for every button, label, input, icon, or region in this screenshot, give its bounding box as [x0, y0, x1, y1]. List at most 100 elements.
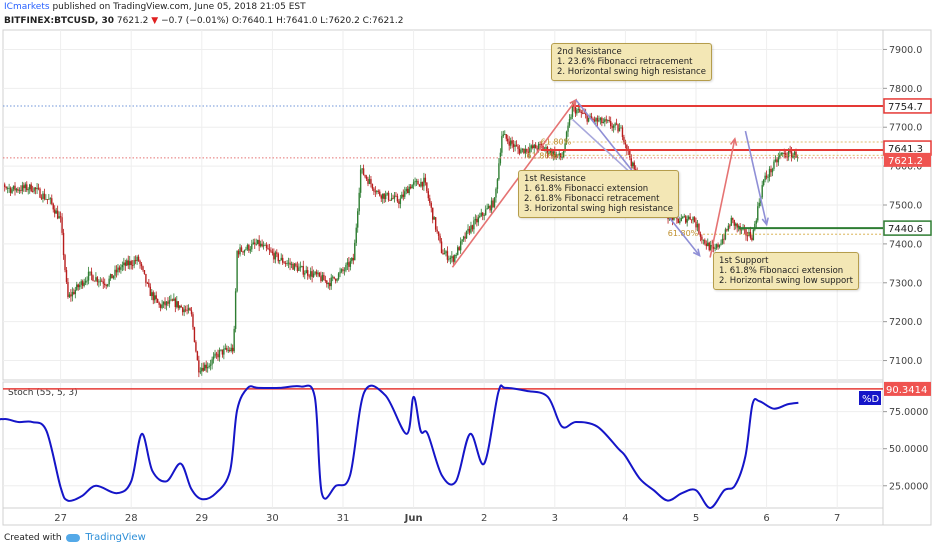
candle-body — [308, 275, 310, 277]
candle-body — [604, 119, 606, 123]
candle-body — [490, 200, 493, 211]
candle-body — [62, 232, 65, 256]
candle-body — [305, 270, 307, 274]
candle-body — [474, 218, 477, 221]
candle-body — [327, 283, 329, 285]
candle-body — [311, 271, 313, 277]
candle-body — [165, 301, 168, 306]
candle-body — [90, 271, 93, 276]
candle-body — [29, 184, 31, 190]
candle-body — [526, 148, 528, 152]
candle-body — [489, 205, 491, 211]
candle-body — [34, 187, 37, 190]
candle-body — [682, 216, 684, 219]
candle-body — [11, 189, 13, 193]
candle-body — [446, 251, 449, 260]
candle-body — [685, 216, 687, 223]
candle-body — [215, 353, 218, 355]
candle-body — [434, 217, 437, 230]
candle-body — [729, 225, 731, 227]
candle-body — [623, 136, 625, 143]
candle-body — [274, 252, 277, 260]
candle-body — [508, 141, 510, 146]
created-with-text: Created with — [4, 533, 62, 543]
candle-body — [17, 188, 19, 191]
author-link[interactable]: ICmarkets — [4, 2, 50, 12]
candle-body — [696, 224, 699, 228]
candle-body — [421, 181, 424, 187]
candle-body — [246, 244, 249, 250]
bounce-arrow — [709, 138, 736, 258]
candle-body — [705, 243, 707, 247]
candle-body — [786, 156, 788, 158]
candle-body — [520, 150, 522, 154]
candle-body — [387, 192, 390, 200]
candle-body — [118, 267, 121, 270]
candle-body — [415, 180, 418, 182]
time-tick-label: 30 — [266, 513, 279, 524]
candle-body — [270, 250, 272, 252]
candle-body — [318, 272, 321, 277]
candle-body — [252, 242, 254, 245]
candle-body — [479, 215, 481, 218]
candle-body — [21, 185, 24, 191]
candle-body — [449, 257, 452, 259]
candle-body — [202, 367, 204, 371]
candle-body — [704, 239, 706, 244]
candle-body — [379, 191, 381, 196]
candle-body — [423, 177, 425, 187]
candle-body — [457, 247, 459, 255]
candle-body — [64, 255, 66, 271]
candle-body — [287, 262, 290, 264]
candle-body — [458, 247, 460, 251]
candle-body — [255, 243, 257, 245]
candle-body — [726, 229, 728, 231]
stoch-tick-label: 50.0000 — [889, 444, 928, 455]
candle-body — [608, 120, 610, 122]
candle-body — [77, 284, 79, 288]
candle-body — [468, 228, 471, 233]
candle-body — [702, 239, 705, 241]
candle-body — [289, 262, 291, 265]
candle-body — [242, 251, 244, 253]
candle-body — [86, 280, 88, 282]
candle-body — [167, 301, 169, 304]
candle-body — [218, 350, 221, 358]
candle-body — [770, 168, 772, 173]
stoch-pane[interactable] — [2, 381, 884, 509]
candle-body — [532, 145, 534, 149]
candle-body — [787, 150, 790, 158]
candle-body — [386, 192, 388, 195]
candle-body — [679, 221, 681, 223]
candle-body — [314, 271, 316, 274]
candle-body — [721, 238, 724, 244]
candle-body — [418, 184, 421, 187]
candle-body — [357, 211, 359, 228]
candle-body — [329, 283, 331, 287]
candle-body — [373, 188, 375, 192]
tradingview-brand[interactable]: TradingView — [85, 532, 146, 543]
candle-body — [280, 257, 282, 261]
last-price: 7621.2 — [116, 16, 149, 26]
candle-body — [374, 191, 377, 193]
candle-body — [609, 121, 612, 127]
candle-body — [340, 269, 343, 272]
candle-body — [429, 198, 431, 204]
candle-body — [368, 179, 371, 184]
candle-body — [145, 273, 147, 283]
candle-body — [509, 140, 512, 146]
candle-body — [61, 217, 63, 233]
support1-tag: 7440.6 — [888, 224, 923, 235]
candle-body — [745, 229, 747, 236]
candle-body — [398, 201, 400, 204]
candle-body — [271, 251, 274, 254]
candle-body — [496, 179, 499, 189]
candle-body — [686, 219, 688, 223]
candle-body — [624, 142, 627, 145]
candle-body — [134, 260, 137, 262]
candle-body — [448, 258, 450, 260]
candle-body — [439, 235, 441, 242]
candle-body — [180, 305, 182, 308]
candle-body — [137, 256, 140, 261]
